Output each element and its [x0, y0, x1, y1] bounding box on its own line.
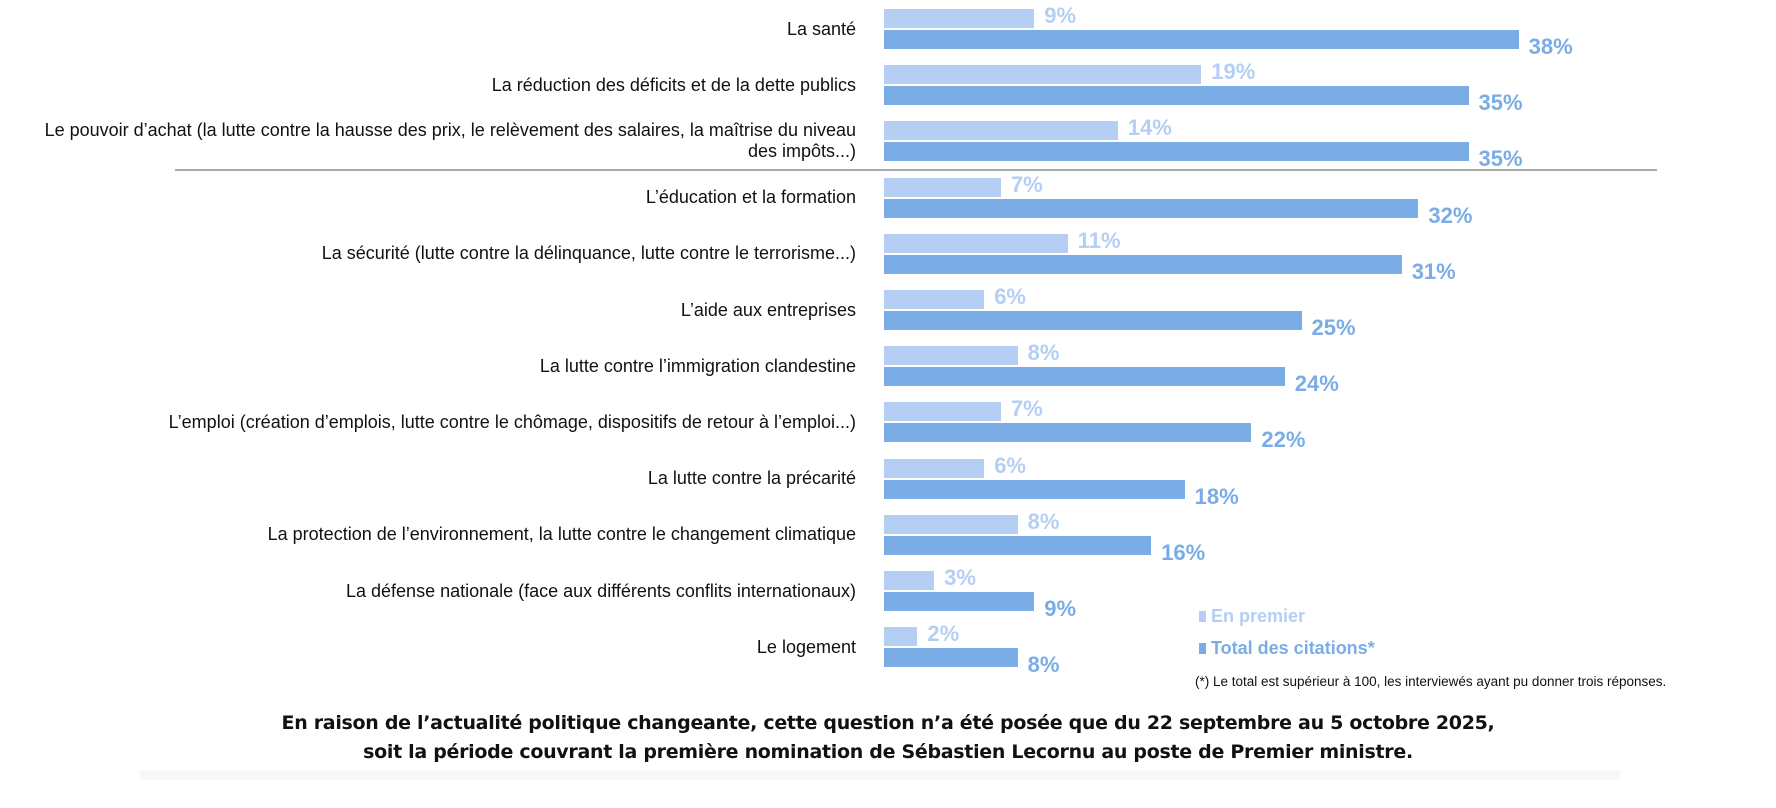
bar-total-citations	[884, 198, 1419, 218]
category-label: L’aide aux entreprises	[680, 299, 856, 320]
bar-en-premier	[884, 514, 1018, 534]
data-label: 6%	[994, 284, 1026, 309]
category-label: La réduction des déficits et de la dette…	[491, 74, 856, 95]
legend-label: En premier	[1211, 606, 1306, 626]
category-label: La santé	[786, 18, 856, 39]
bar-total-citations	[884, 86, 1469, 106]
data-label: 32%	[1428, 202, 1473, 228]
category-label: La lutte contre l’immigration clandestin…	[539, 355, 856, 376]
bar-en-premier	[884, 402, 1001, 422]
data-label: 24%	[1294, 371, 1339, 397]
bar-total-citations	[884, 30, 1519, 49]
bottom-note-line1: En raison de l’actualité politique chang…	[281, 712, 1495, 734]
data-label: 16%	[1161, 539, 1206, 565]
horizontal-bar-chart: La santé 9% 38% La réduction des déficits e…	[44, 3, 1657, 678]
category-label: L’emploi (création d’emplois, lutte cont…	[168, 411, 856, 432]
legend-swatch	[1199, 611, 1206, 622]
bar-en-premier	[884, 9, 1035, 28]
data-label: 9%	[1044, 596, 1077, 621]
legend-item-en-premier: En premier	[1199, 606, 1305, 627]
category-label: La lutte contre la précarité	[647, 468, 856, 489]
bar-en-premier	[884, 346, 1018, 366]
data-label: 8%	[1027, 340, 1060, 366]
data-label: 3%	[944, 565, 976, 590]
bar-total-citations	[884, 423, 1252, 443]
bar-en-premier	[884, 627, 918, 647]
data-label: 8%	[1027, 508, 1060, 534]
bottom-note-line2: soit la période couvrant la première nom…	[363, 741, 1413, 763]
category-label: La sécurité (lutte contre la délinquance…	[321, 243, 856, 264]
bar-total-citations	[884, 142, 1469, 162]
data-label: 8%	[1027, 652, 1060, 678]
bottom-band	[140, 770, 1620, 780]
legend-item-total: Total des citations*	[1199, 638, 1375, 659]
bar-en-premier	[884, 290, 985, 309]
data-label: 35%	[1478, 146, 1523, 172]
bar-total-citations	[884, 254, 1402, 274]
data-label: 7%	[1010, 171, 1043, 197]
bar-en-premier	[884, 458, 985, 478]
data-label: 19%	[1211, 59, 1256, 85]
bar-total-citations	[884, 648, 1018, 668]
data-label: 6%	[994, 452, 1026, 478]
category-label: La défense nationale (face aux différent…	[346, 580, 856, 601]
category-label: La protection de l’environnement, la lut…	[267, 524, 856, 545]
data-label: 22%	[1261, 427, 1306, 453]
bar-en-premier	[884, 233, 1068, 253]
data-label: 31%	[1411, 258, 1456, 284]
data-label: 14%	[1127, 115, 1172, 141]
bar-total-citations	[884, 479, 1185, 499]
data-label: 11%	[1077, 227, 1121, 253]
bar-total-citations	[884, 535, 1152, 555]
data-label: 9%	[1044, 3, 1077, 28]
legend-swatch	[1199, 643, 1206, 654]
bar-en-premier	[884, 65, 1202, 85]
bar-total-citations	[884, 367, 1285, 387]
legend-label: Total des citations*	[1211, 638, 1375, 658]
category-label: L’éducation et la formation	[645, 187, 856, 208]
data-label: 35%	[1478, 90, 1523, 116]
category-label: Le logement	[756, 636, 856, 657]
bar-en-premier	[884, 121, 1118, 141]
bar-total-citations	[884, 592, 1035, 611]
data-label: 18%	[1194, 483, 1239, 509]
bar-en-premier	[884, 571, 935, 590]
bar-en-premier	[884, 177, 1001, 197]
data-label: 38%	[1528, 34, 1573, 59]
data-label: 25%	[1311, 315, 1356, 340]
separator-line	[175, 169, 1657, 171]
data-label: 7%	[1010, 396, 1043, 422]
data-label: 2%	[927, 621, 960, 647]
bar-total-citations	[884, 311, 1302, 330]
category-label: Le pouvoir d’achat (la lutte contre la h…	[44, 120, 856, 162]
footnote: (*) Le total est supérieur à 100, les in…	[1195, 674, 1667, 689]
